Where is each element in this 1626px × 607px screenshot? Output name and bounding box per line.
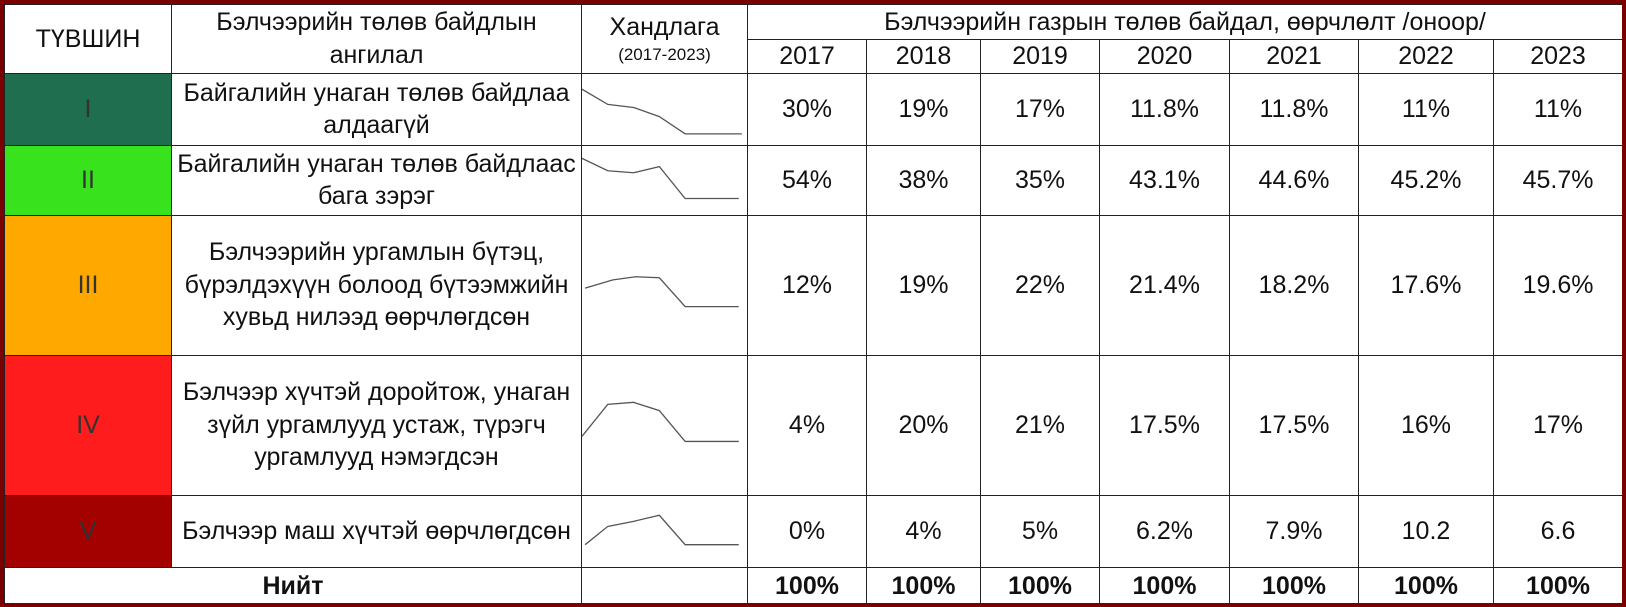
total-trend [581,566,748,603]
value-cell: 4% [866,494,981,568]
year-header: 2018 [866,39,981,74]
value-cell: 21% [980,354,1100,496]
year-header: 2019 [980,39,1100,74]
value-cell: 22% [980,214,1100,356]
value-cell: 5% [980,494,1100,568]
year-header: 2022 [1358,39,1494,74]
year-header: 2021 [1229,39,1359,74]
category-cell: Байгалийн унаган төлөв байдлаас бага зэр… [171,144,582,216]
value-cell: 35% [980,144,1100,216]
data-row: II Байгалийн унаган төлөв байдлаас бага з… [4,144,1622,216]
value-cell: 16% [1358,354,1494,496]
sparkline-path [582,89,742,134]
sparkline [582,146,747,215]
value-cell: 19.6% [1492,214,1622,356]
value-cell: 4% [747,354,867,496]
total-value: 100% [866,566,981,603]
value-cell: 44.6% [1229,144,1359,216]
level-cell: I [4,72,172,146]
value-cell: 6.2% [1099,494,1230,568]
level-header: ТҮВШИН [4,4,172,74]
group-header: Бэлчээрийн газрын төлөв байдал, өөрчлөлт… [746,4,1622,40]
total-row: Нийт 100% 100% 100% 100% 100% 100% 100% [4,566,1622,603]
sparkline [582,216,747,355]
total-value: 100% [1492,566,1622,603]
value-cell: 54% [747,144,867,216]
trend-cell [581,354,748,496]
sparkline-path [582,402,739,441]
value-cell: 30% [747,72,867,146]
value-cell: 17.5% [1099,354,1230,496]
year-header: 2017 [747,39,867,74]
value-cell: 17% [1492,354,1622,496]
value-cell: 7.9% [1229,494,1359,568]
category-cell: Бэлчээр хүчтэй доройтож, унаган зүйл ург… [171,354,582,496]
trend-cell [581,144,748,216]
category-cell: Байгалийн унаган төлөв байдлаа алдаагүй [171,72,582,146]
value-cell: 6.6 [1492,494,1622,568]
data-row: V Бэлчээр маш хүчтэй өөрчлөгдсөн 0% 4% 5% 6.2… [4,494,1622,568]
table: ТҮВШИН Бэлчээрийн төлөв байдлын ангилал Ха… [4,4,1622,603]
category-cell: Бэлчээрийн ургамлын бүтэц, бүрэлдэхүүн б… [171,214,582,356]
category-header: Бэлчээрийн төлөв байдлын ангилал [171,4,582,74]
sparkline [582,356,747,495]
value-cell: 18.2% [1229,214,1359,356]
value-cell: 11% [1492,72,1622,146]
year-header: 2020 [1099,39,1230,74]
sparkline [582,74,747,145]
value-cell: 21.4% [1099,214,1230,356]
total-value: 100% [1099,566,1230,603]
sparkline [582,496,747,567]
level-cell: IV [4,354,172,496]
data-row: III Бэлчээрийн ургамлын бүтэц, бүрэлдэхүү… [4,214,1622,356]
total-value: 100% [747,566,867,603]
trend-title: Хандлага [609,13,720,42]
total-value: 100% [980,566,1100,603]
sparkline-path [585,515,739,544]
category-cell: Бэлчээр маш хүчтэй өөрчлөгдсөн [171,494,582,568]
trend-period: (2017-2023) [618,44,711,64]
value-cell: 11% [1358,72,1494,146]
value-cell: 0% [747,494,867,568]
data-row: IV Бэлчээр хүчтэй доройтож, унаган зүйл у… [4,354,1622,496]
value-cell: 45.2% [1358,144,1494,216]
value-cell: 19% [866,72,981,146]
value-cell: 38% [866,144,981,216]
total-value: 100% [1229,566,1359,603]
sparkline-path [582,158,739,198]
total-label: Нийт [4,566,582,603]
level-cell: III [4,214,172,356]
value-cell: 19% [866,214,981,356]
value-cell: 12% [747,214,867,356]
value-cell: 20% [866,354,981,496]
value-cell: 17.6% [1358,214,1494,356]
data-row: I Байгалийн унаган төлөв байдлаа алдаагүй… [4,72,1622,146]
value-cell: 17.5% [1229,354,1359,496]
trend-cell [581,494,748,568]
value-cell: 43.1% [1099,144,1230,216]
level-cell: II [4,144,172,216]
value-cell: 10.2 [1358,494,1494,568]
trend-cell [581,72,748,146]
value-cell: 11.8% [1099,72,1230,146]
sparkline-path [585,276,739,306]
trend-header: Хандлага (2017-2023) [581,4,748,74]
value-cell: 17% [980,72,1100,146]
level-cell: V [4,494,172,568]
total-value: 100% [1358,566,1494,603]
trend-cell [581,214,748,356]
value-cell: 11.8% [1229,72,1359,146]
value-cell: 45.7% [1492,144,1622,216]
header-row: ТҮВШИН Бэлчээрийн төлөв байдлын ангилал Ха… [4,4,1622,74]
year-header: 2023 [1492,39,1622,74]
